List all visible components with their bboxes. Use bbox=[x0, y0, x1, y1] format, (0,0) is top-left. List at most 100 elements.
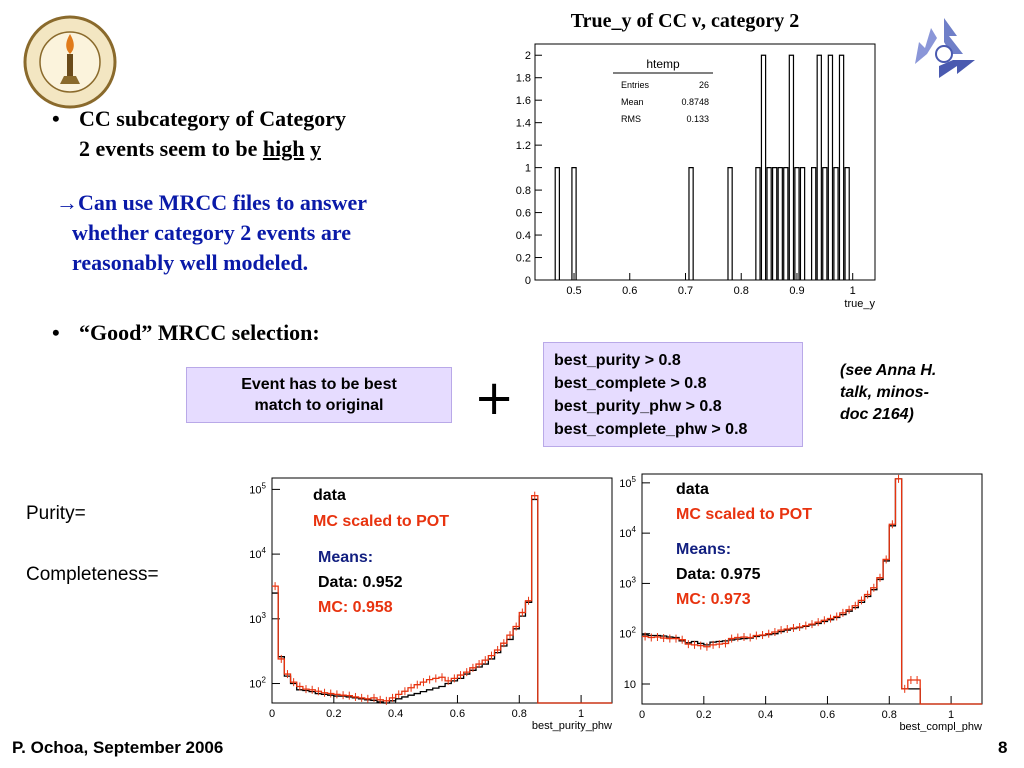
true-y-histogram: 0 0.2 0.4 0.6 0.8 1 1.2 1.4 1.6 1.8 2 0.5 0.6 0.7 0.8 0… bbox=[516, 43, 876, 310]
histogram-bin bbox=[799, 167, 806, 280]
x-tick-label: 0.9 bbox=[789, 285, 804, 297]
y-tick-label: 0.8 bbox=[516, 185, 531, 197]
stats-title: htemp bbox=[646, 57, 680, 71]
x-tick-label: 0.6 bbox=[450, 708, 465, 720]
y-tick-label: 105 bbox=[249, 481, 266, 496]
histogram-bin bbox=[766, 167, 772, 280]
footer-author: P. Ochoa, September 2006 bbox=[12, 738, 224, 757]
means-data: Data: 0.975 bbox=[676, 566, 761, 583]
stats-label: RMS bbox=[621, 114, 641, 124]
means-title: Means: bbox=[318, 549, 373, 566]
cut-3: best_purity_phw > 0.8 bbox=[554, 398, 722, 415]
legend-mc: MC scaled to POT bbox=[313, 513, 449, 530]
x-axis-label: best_purity_phw bbox=[532, 720, 612, 732]
y-tick-label: 105 bbox=[619, 475, 636, 490]
stats-value: 0.133 bbox=[686, 114, 709, 124]
legend-data: data bbox=[676, 481, 709, 498]
bullet-2: • “Good” MRCC selection: bbox=[52, 320, 320, 345]
means-mc: MC: 0.958 bbox=[318, 599, 393, 616]
histogram-bin bbox=[571, 167, 577, 280]
y-tick-label: 1 bbox=[525, 163, 531, 175]
x-tick-label: 0.6 bbox=[820, 709, 835, 721]
arrow-icon: → bbox=[56, 190, 78, 215]
x-tick-label: 0.5 bbox=[566, 285, 581, 297]
y-tick-label: 2 bbox=[525, 50, 531, 62]
minos-logo bbox=[905, 14, 983, 92]
y-tick-label: 1.4 bbox=[516, 118, 531, 130]
plot-frame bbox=[641, 473, 983, 705]
x-tick-label: 0.4 bbox=[758, 709, 773, 721]
y-tick-label: 1.6 bbox=[516, 95, 531, 107]
means-data: Data: 0.952 bbox=[318, 574, 403, 591]
stats-value: 26 bbox=[699, 80, 709, 90]
y-tick-label: 1.2 bbox=[516, 140, 531, 152]
legend-data: data bbox=[313, 487, 346, 504]
stats-label: Entries bbox=[621, 80, 650, 90]
x-tick-label: 0.2 bbox=[696, 709, 711, 721]
histogram-bin bbox=[771, 167, 778, 280]
x-tick-label: 0.2 bbox=[326, 708, 341, 720]
y-tick-label: 10 bbox=[624, 679, 636, 691]
reference-note: (see Anna H. talk, minos- doc 2164) bbox=[840, 362, 937, 423]
y-tick-label: 0.6 bbox=[516, 208, 531, 220]
y-tick-label: 102 bbox=[619, 626, 636, 641]
means-mc: MC: 0.973 bbox=[676, 591, 751, 608]
cut-2: best_complete > 0.8 bbox=[554, 375, 707, 392]
x-tick-label: 0 bbox=[639, 709, 645, 721]
cut-4: best_complete_phw > 0.8 bbox=[554, 421, 748, 438]
x-tick-label: 0.7 bbox=[678, 285, 693, 297]
purity-label: Purity= bbox=[26, 503, 86, 524]
y-tick-label: 0.4 bbox=[516, 230, 531, 242]
slide-number: 8 bbox=[998, 738, 1008, 757]
y-tick-label: 102 bbox=[249, 676, 266, 691]
caltech-logo bbox=[22, 14, 118, 110]
x-tick-label: 0.4 bbox=[388, 708, 403, 720]
x-tick-label: 0.8 bbox=[512, 708, 527, 720]
y-tick-label: 1.8 bbox=[516, 73, 531, 85]
histogram-bin bbox=[783, 167, 789, 280]
histogram-bin bbox=[788, 54, 795, 280]
series-mc-line bbox=[642, 478, 982, 705]
histogram-bin bbox=[822, 167, 828, 280]
x-axis-label: true_y bbox=[844, 298, 875, 310]
x-tick-label: 0.8 bbox=[882, 709, 897, 721]
histogram-bin bbox=[755, 167, 761, 280]
bullet-1-line-1: CC subcategory of Category bbox=[79, 106, 346, 131]
stats-value: 0.8748 bbox=[681, 97, 709, 107]
chart-title: True_y of CC ν, category 2 bbox=[570, 10, 800, 32]
x-tick-label: 1 bbox=[850, 285, 856, 297]
x-axis-label: best_compl_phw bbox=[899, 721, 982, 732]
histogram-bin bbox=[844, 167, 850, 280]
plot-frame bbox=[534, 43, 876, 281]
histogram-bin bbox=[794, 167, 800, 280]
purity-histogram: 102 103 104 105 0 0.2 0.4 0.6 0.8 1best_purity_ph… bbox=[249, 477, 613, 732]
completeness-histogram: 10 102 103 104 105 0 0.2 0.4 0.6 0.8 1best_compl_p… bbox=[619, 473, 983, 732]
series-mc-line bbox=[272, 495, 612, 704]
y-tick-label: 0 bbox=[525, 275, 531, 287]
y-tick-label: 0.2 bbox=[516, 253, 531, 265]
histogram-bin bbox=[838, 54, 845, 280]
histogram-bin bbox=[833, 167, 839, 280]
histogram-bin bbox=[760, 54, 767, 280]
y-tick-label: 104 bbox=[619, 525, 636, 540]
y-tick-label: 103 bbox=[249, 611, 266, 626]
histogram-bin bbox=[777, 167, 783, 280]
stats-label: Mean bbox=[621, 97, 644, 107]
histogram-bin bbox=[827, 54, 834, 280]
means-title: Means: bbox=[676, 541, 731, 558]
plot-frame bbox=[271, 477, 613, 704]
y-tick-label: 104 bbox=[249, 546, 266, 561]
y-tick-label: 103 bbox=[619, 575, 636, 590]
x-tick-label: 1 bbox=[948, 709, 954, 721]
histogram-bin bbox=[810, 167, 817, 280]
bullet-1: • CC subcategory of Category 2 events se… bbox=[52, 104, 472, 164]
x-tick-label: 0.8 bbox=[734, 285, 749, 297]
x-tick-label: 0.6 bbox=[622, 285, 637, 297]
x-tick-label: 1 bbox=[578, 708, 584, 720]
x-tick-label: 0 bbox=[269, 708, 275, 720]
histogram-bin bbox=[727, 167, 733, 280]
arrow-note: →Can use MRCC files to answer whether ca… bbox=[56, 190, 368, 275]
cuts-box: best_purity > 0.8 best_complete > 0.8 be… bbox=[543, 342, 803, 447]
event-box: Event has to be best match to original bbox=[186, 367, 452, 423]
stats-box bbox=[613, 56, 713, 132]
